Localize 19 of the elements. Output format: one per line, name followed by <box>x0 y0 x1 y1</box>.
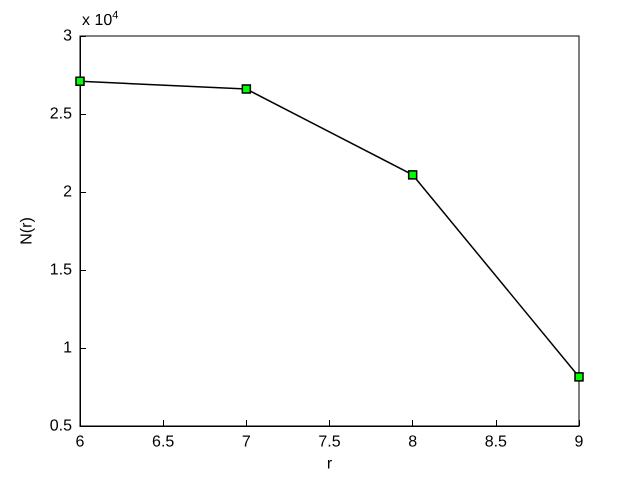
x-tick-label: 8.5 <box>484 434 508 450</box>
point <box>242 84 252 94</box>
y-axis-title: N(r) <box>18 217 36 245</box>
point <box>75 76 85 86</box>
x-tick-label: 6.5 <box>152 434 174 450</box>
x-tick-label: 9 <box>574 434 584 450</box>
x-tick-label: 7 <box>242 434 251 450</box>
x-tick-label: 6 <box>76 434 85 450</box>
x-axis-title: r <box>326 456 333 472</box>
y-tick-label: 0.5 <box>50 418 72 434</box>
x-tick-label: 8 <box>408 434 418 450</box>
y-tick-label: 1 <box>63 340 72 356</box>
y-tick-label: 1.5 <box>50 262 72 278</box>
y-tick-label: 2.5 <box>50 106 72 122</box>
y-tick-label: 3 <box>63 28 72 44</box>
point <box>574 372 584 382</box>
x-tick-label: 7.5 <box>318 434 341 450</box>
y-tick-label: 2 <box>63 184 72 200</box>
point <box>408 170 418 180</box>
